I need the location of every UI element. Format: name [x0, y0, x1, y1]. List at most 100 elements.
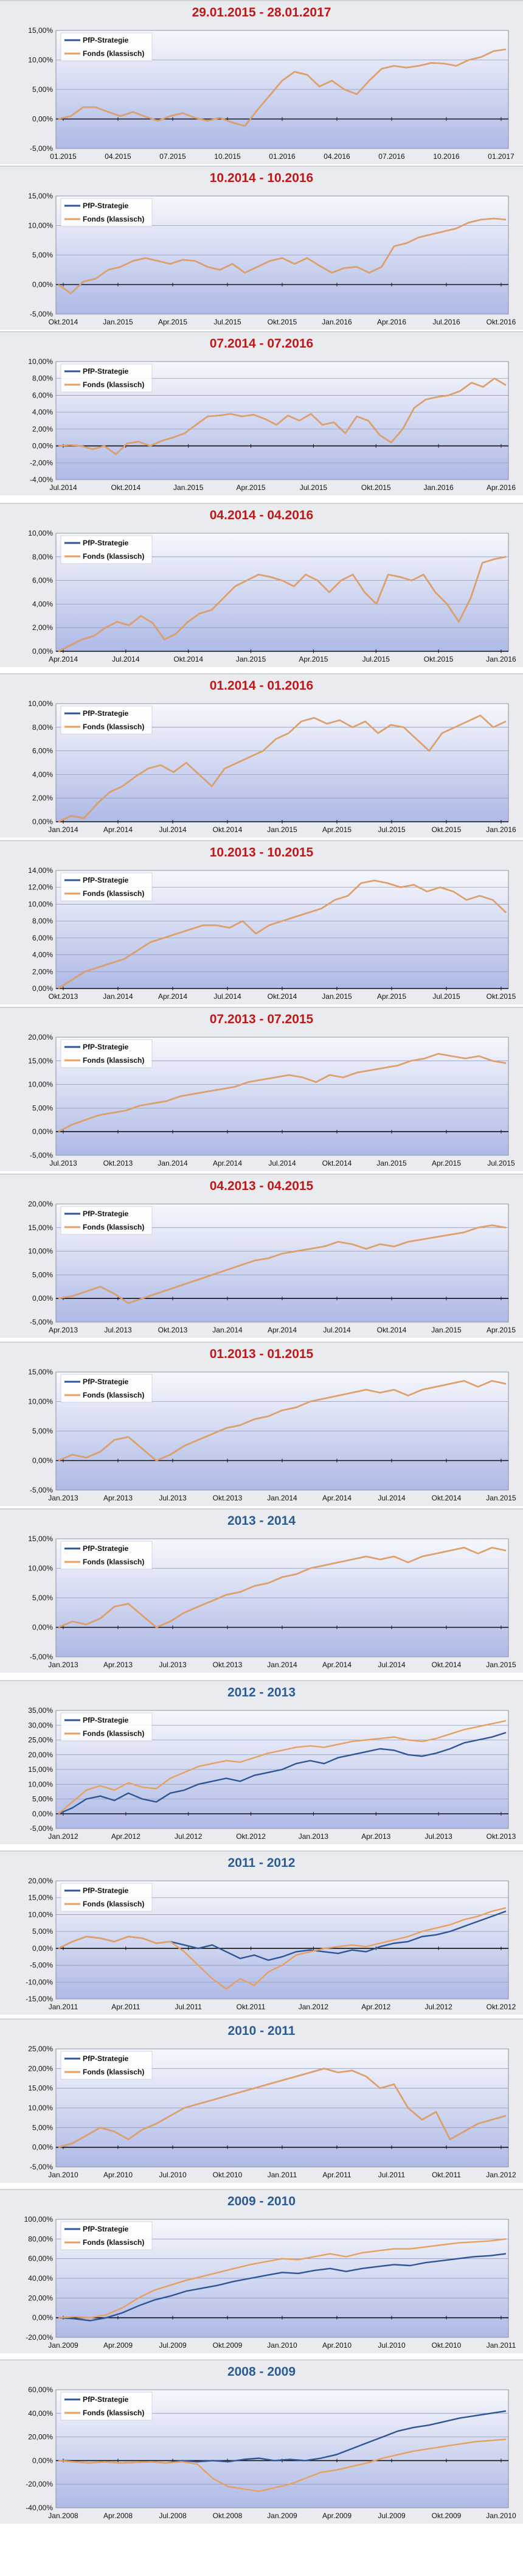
x-tick-label: Okt.2013: [487, 1832, 516, 1841]
series-line-fonds-klassisch: [58, 2438, 507, 2493]
x-tick-label: Apr.2014: [213, 1159, 242, 1167]
y-tick-label: 15,00%: [28, 1223, 53, 1232]
x-tick-label: Jan.2015: [267, 825, 297, 834]
series-line-fonds-klassisch: [58, 48, 507, 127]
x-tick-label: Okt.2013: [103, 1159, 133, 1167]
series-line-fonds-klassisch: [58, 880, 507, 990]
x-tick-label: Apr.2015: [158, 318, 187, 326]
x-tick-label: Jul.2014: [49, 483, 77, 492]
y-tick-label: 30,00%: [28, 1721, 53, 1729]
chart-panel: 2013 - 2014 -5,00% 0,00% 5,00% 10,00% 15,00% J…: [0, 1508, 523, 1673]
y-tick-label: 5,00%: [32, 1927, 53, 1936]
y-tick-label: 20,00%: [28, 1033, 53, 1041]
x-tick-label: Okt.2014: [322, 1159, 352, 1167]
legend: PfP-Strategie Fonds (klassisch): [60, 32, 153, 61]
legend: PfP-Strategie Fonds (klassisch): [60, 1883, 153, 1912]
chart-panel: 2012 - 2013 -5,00% 0,00% 5,00% 10,00% 15,00% 2…: [0, 1680, 523, 1844]
x-tick-label: Okt.2014: [49, 318, 78, 326]
chart-title: 10.2014 - 10.2016: [209, 171, 314, 185]
y-tick-label: 10,00%: [28, 1780, 53, 1788]
x-tick-label: Jan.2014: [103, 992, 133, 1001]
x-tick-label: Apr.2014: [322, 1494, 352, 1502]
legend-label: Fonds (klassisch): [83, 1558, 144, 1566]
x-tick-label: 04.2016: [324, 152, 350, 161]
legend-box: [60, 2392, 153, 2421]
x-tick-label: 10.2015: [214, 152, 241, 161]
x-tick-label: 01.2016: [269, 152, 296, 161]
legend-label: Fonds (klassisch): [83, 2409, 144, 2417]
x-tick-label: Okt.2014: [213, 825, 243, 834]
line-chart: -5,00% 0,00% 5,00% 10,00% 15,00% Jan.2013 Apr.…: [28, 1368, 516, 1502]
x-tick-label: Jan.2015: [486, 1661, 516, 1669]
x-tick-label: Apr.2013: [49, 1326, 78, 1334]
legend-label: PfP-Strategie: [83, 201, 129, 210]
legend-label: Fonds (klassisch): [83, 889, 144, 898]
x-tick-label: Jan.2010: [267, 2341, 297, 2350]
line-chart: -40,00% -20,00% 0,00% 20,00% 40,00% 60,00% Jan…: [26, 2385, 516, 2520]
x-tick-label: 07.2016: [378, 152, 405, 161]
x-tick-label: Apr.2016: [487, 483, 516, 492]
line-chart: -5,00% 0,00% 5,00% 10,00% 15,00% Okt.2014 Jan.…: [28, 192, 516, 326]
chart-panel: 2008 - 2009 -40,00% -20,00% 0,00% 20,00% 40,0…: [0, 2359, 523, 2524]
line-chart: 0,00% 2,00% 4,00% 6,00% 8,00% 10,00% Apr.2014 J…: [28, 529, 516, 663]
y-tick-label: 10,00%: [28, 1247, 53, 1256]
y-tick-label: 15,00%: [28, 2084, 53, 2093]
x-tick-label: Jul.2014: [323, 1326, 351, 1334]
series-line-fonds-klassisch: [58, 1380, 507, 1461]
x-tick-label: Jan.2010: [48, 2171, 78, 2179]
chart-title: 10.2013 - 10.2015: [209, 845, 314, 859]
x-tick-label: Okt.2011: [237, 2003, 266, 2011]
x-tick-label: Jan.2010: [486, 2511, 516, 2520]
legend-label: PfP-Strategie: [83, 1043, 129, 1051]
x-tick-label: Okt.2014: [432, 1494, 462, 1502]
y-tick-label: 0,00%: [32, 1810, 53, 1818]
y-tick-label: 12,00%: [28, 883, 53, 892]
x-tick-label: Okt.2010: [213, 2171, 243, 2179]
line-chart: -5,00% 0,00% 5,00% 10,00% 15,00% 20,00% Jul.20…: [28, 1033, 515, 1167]
y-tick-label: 25,00%: [28, 1736, 53, 1745]
line-chart: -5,00% 0,00% 5,00% 10,00% 15,00% Jan.2013 Apr.…: [28, 1535, 516, 1669]
legend-box: [60, 32, 153, 61]
y-tick-label: 15,00%: [28, 1368, 53, 1376]
x-tick-label: Okt.2015: [432, 825, 462, 834]
x-tick-label: Jan.2008: [48, 2511, 78, 2520]
y-tick-label: -15,00%: [26, 1995, 53, 2003]
x-tick-label: Apr.2015: [237, 483, 266, 492]
y-tick-label: 10,00%: [28, 56, 53, 65]
y-tick-label: 15,00%: [28, 1765, 53, 1774]
x-tick-label: Okt.2012: [236, 1832, 266, 1841]
y-tick-label: 10,00%: [28, 529, 53, 537]
x-tick-label: Jan.2011: [487, 2341, 516, 2350]
legend-label: Fonds (klassisch): [83, 215, 144, 223]
chart-title: 07.2013 - 07.2015: [209, 1012, 314, 1026]
x-tick-label: Okt.2016: [487, 318, 516, 326]
y-tick-label: 10,00%: [28, 2104, 53, 2112]
y-tick-label: 40,00%: [28, 2274, 53, 2283]
legend-box: [60, 1374, 153, 1403]
x-tick-label: Okt.2014: [432, 1661, 462, 1669]
x-tick-label: Jul.2009: [378, 2511, 406, 2520]
x-tick-label: Okt.2014: [377, 1326, 407, 1334]
x-tick-label: Jan.2014: [48, 825, 78, 834]
y-tick-label: 10,00%: [28, 1080, 53, 1089]
y-tick-label: 10,00%: [28, 357, 53, 366]
chart-title: 01.2014 - 01.2016: [209, 679, 314, 693]
chart-panel: 04.2013 - 04.2015 -5,00% 0,00% 5,00% 10,00% 1…: [0, 1174, 523, 1338]
x-tick-label: Jan.2016: [423, 483, 454, 492]
x-tick-label: Okt.2015: [361, 483, 391, 492]
legend-label: PfP-Strategie: [83, 709, 129, 718]
series-line-fonds-klassisch: [58, 377, 507, 455]
x-tick-label: Jan.2012: [48, 1832, 78, 1841]
line-chart: 0,00% 2,00% 4,00% 6,00% 8,00% 10,00% Jan.2014 A…: [28, 699, 516, 834]
y-tick-label: -20,00%: [26, 2480, 53, 2488]
legend-label: PfP-Strategie: [83, 2054, 129, 2063]
legend-label: Fonds (klassisch): [83, 723, 144, 731]
legend: PfP-Strategie Fonds (klassisch): [60, 2392, 153, 2421]
legend: PfP-Strategie Fonds (klassisch): [60, 1712, 153, 1741]
y-tick-label: 35,00%: [28, 1706, 53, 1715]
line-chart: 0,00% 2,00% 4,00% 6,00% 8,00% 10,00% 12,00% 14,…: [28, 866, 516, 1001]
y-tick-label: 5,00%: [32, 1795, 53, 1804]
chart-title: 07.2014 - 07.2016: [209, 337, 314, 351]
y-tick-label: 60,00%: [28, 2385, 53, 2394]
x-tick-label: Jul.2013: [104, 1326, 132, 1334]
